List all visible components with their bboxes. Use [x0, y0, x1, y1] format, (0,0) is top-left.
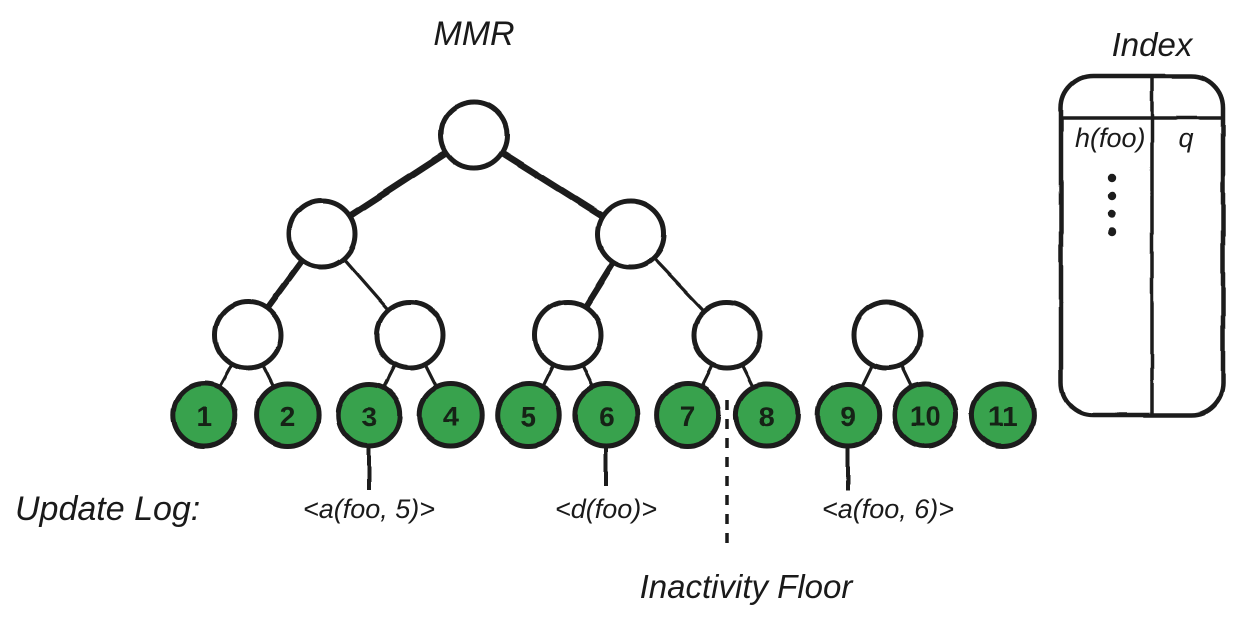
svg-text:5: 5	[521, 401, 537, 432]
svg-text:6: 6	[599, 401, 615, 432]
svg-text:11: 11	[988, 401, 1018, 432]
svg-text:1: 1	[197, 401, 213, 432]
svg-text:<d(foo)>: <d(foo)>	[555, 494, 657, 524]
svg-text:q: q	[1178, 123, 1193, 153]
svg-text:3: 3	[361, 401, 377, 432]
svg-text:2: 2	[280, 401, 296, 432]
svg-text:<a(foo, 6)>: <a(foo, 6)>	[822, 494, 954, 524]
svg-text:<a(foo, 5)>: <a(foo, 5)>	[303, 494, 435, 524]
svg-text:7: 7	[680, 401, 696, 432]
svg-text:MMR: MMR	[433, 15, 514, 53]
svg-text:9: 9	[840, 401, 856, 432]
svg-text:Update Log:: Update Log:	[15, 490, 200, 528]
svg-text:Inactivity Floor: Inactivity Floor	[640, 568, 855, 605]
svg-text:10: 10	[910, 401, 941, 432]
svg-text:8: 8	[759, 401, 775, 432]
svg-text:Index: Index	[1112, 26, 1194, 63]
svg-text:h(foo): h(foo)	[1075, 123, 1146, 153]
svg-text:4: 4	[443, 401, 459, 432]
